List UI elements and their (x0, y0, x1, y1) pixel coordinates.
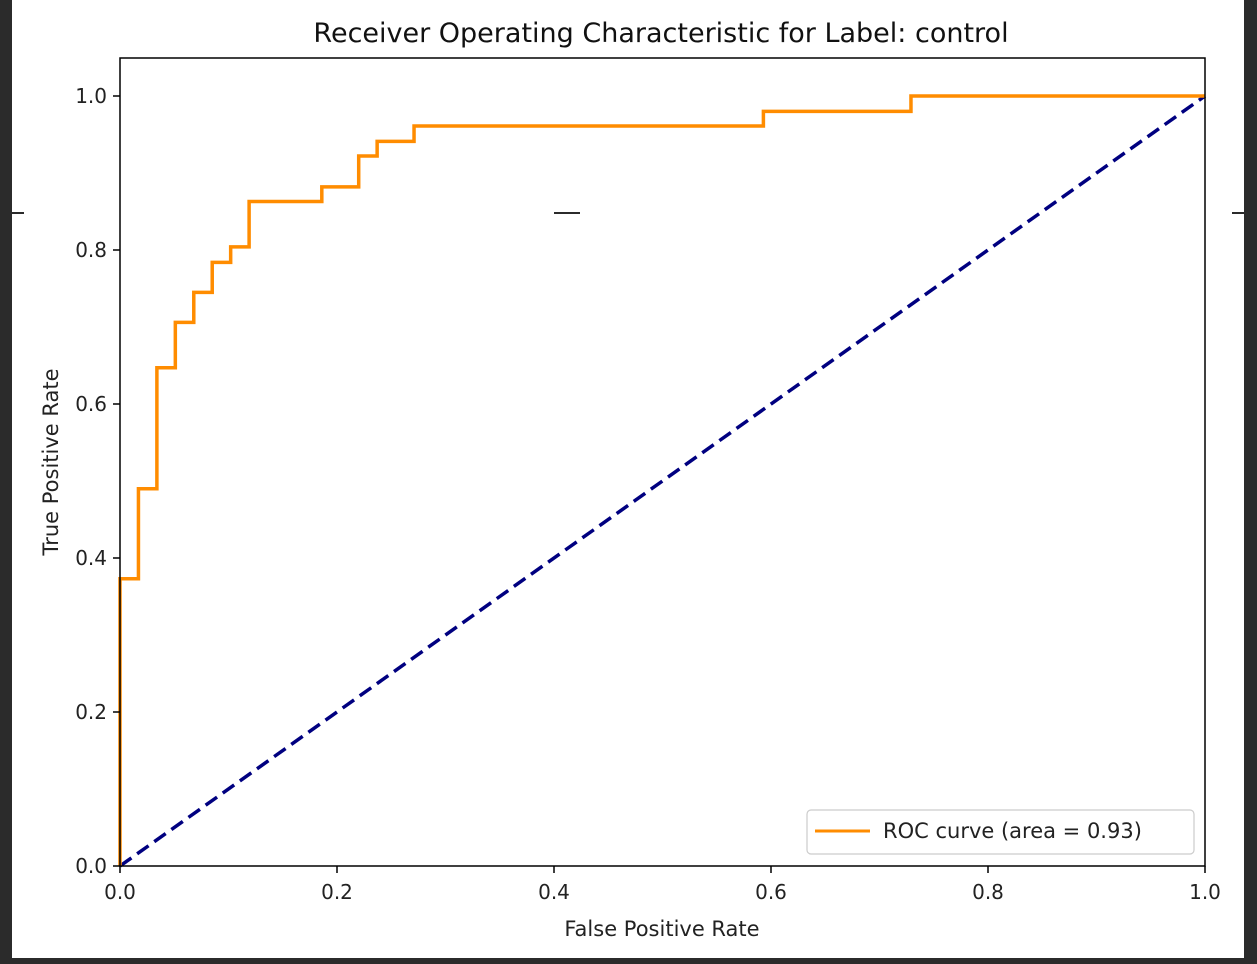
chance-diagonal-line (118, 94, 1207, 868)
screen-artifact-line (1232, 212, 1257, 214)
x-axis-label: False Positive Rate (564, 917, 759, 941)
x-tick-label: 0.6 (755, 880, 787, 904)
y-tick-label: 1.0 (75, 84, 107, 108)
legend-box (806, 809, 1195, 855)
y-tick-label: 0.4 (75, 546, 107, 570)
roc-curve-line (118, 94, 1205, 866)
screen-artifact-line (0, 212, 24, 214)
legend-label: ROC curve (area = 0.93) (883, 819, 1142, 843)
roc-chart: Receiver Operating Characteristic for La… (39, 18, 1221, 941)
x-tick-label: 0.2 (321, 880, 353, 904)
y-tick-label: 0.2 (75, 700, 107, 724)
x-tick-label: 0.0 (104, 880, 136, 904)
x-tick-label: 0.8 (972, 880, 1004, 904)
screen-artifact-line (554, 212, 580, 214)
plot-frame (119, 57, 1206, 867)
chart-title: Receiver Operating Characteristic for La… (313, 18, 1008, 49)
y-tick-label: 0.6 (75, 392, 107, 416)
legend: ROC curve (area = 0.93) (806, 809, 1195, 855)
x-axis-ticks: 0.0 0.2 0.4 0.6 0.8 1.0 (104, 866, 1221, 904)
y-axis-label: True Positive Rate (39, 368, 63, 556)
plot-series (118, 94, 1207, 868)
y-tick-label: 0.0 (75, 854, 107, 878)
x-tick-label: 1.0 (1189, 880, 1221, 904)
y-tick-label: 0.8 (75, 238, 107, 262)
y-axis-ticks: 0.0 0.2 0.4 0.6 0.8 1.0 (75, 84, 120, 878)
x-tick-label: 0.4 (538, 880, 570, 904)
